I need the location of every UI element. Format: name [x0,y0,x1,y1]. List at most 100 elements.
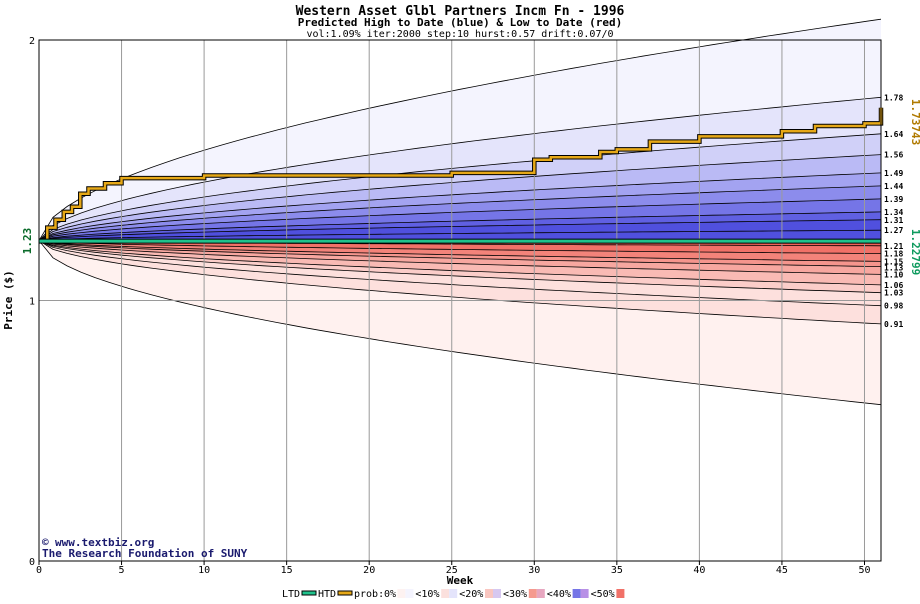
percentile-end-label: 1.31 [884,216,903,225]
legend-prob-items: 0% <10% <20% <30% <40% <50% [384,589,625,600]
high-band-3 [39,172,881,241]
low-band-1 [39,240,881,262]
percentile-end-label: 1.39 [884,195,903,204]
percentile-line [38,154,882,241]
x-tick-label: 0 [36,565,42,576]
htd-value-label: 1.73743 [909,99,920,145]
percentile-end-label: 1.21 [884,242,903,251]
legend-prob-swatch [485,589,493,598]
legend-prob-swatch [572,589,581,598]
x-tick-label: 5 [119,565,125,576]
y-tick-label: 0 [29,557,35,568]
credits: © www.textbiz.org The Research Foundatio… [42,536,248,560]
legend-prob-label-item: 0% [384,589,396,600]
legend-prob-label-item: <20% [459,589,483,600]
axis-ticks: 0 5 10 15 20 25 30 35 40 45 50 0 1 2 [29,36,871,576]
percentile-line [38,185,882,241]
percentile-line [38,240,882,307]
percentile-line [38,240,882,267]
chart-params: vol:1.09% iter:2000 step:10 hurst:0.57 d… [306,29,613,40]
percentile-end-label: 1.78 [884,93,903,102]
percentile-end-label: 1.27 [884,226,903,235]
legend-prob-swatch [493,589,501,598]
percentile-end-label: 1.34 [884,208,903,217]
low-band-5 [39,240,881,293]
low-band-3 [39,240,881,275]
high-band-5 [39,198,881,241]
percentile-line [38,240,882,325]
percentile-end-label: 1.10 [884,270,903,279]
percentile-end-label: 1.56 [884,151,903,160]
legend-ltd-label: LTD [282,589,300,600]
percentile-end-label: 1.44 [884,182,903,191]
plot-frame [38,39,882,562]
percentile-end-label: 0.98 [884,302,903,311]
percentile-end-labels: 1.78 1.64 1.56 1.49 1.44 1.39 1.341.311.27 1.21… [884,93,903,329]
legend-prob-swatch [616,589,625,598]
percentile-line [38,133,882,241]
legend-htd-label: HTD [318,589,336,600]
percentile-line [38,240,882,254]
legend-prob-label-item: <50% [591,589,615,600]
low-band-4 [39,240,881,285]
legend-prob-swatch [441,589,450,598]
price-paths [39,107,884,244]
percentile-end-label: 1.64 [884,130,903,139]
percentile-end-label: 1.18 [884,250,903,259]
ltd-value-label: 1.22799 [909,229,920,275]
y-tick-label: 2 [29,36,35,47]
percentile-end-label: 1.49 [884,169,903,178]
high-band-4 [39,185,881,241]
percentile-line [38,229,882,241]
legend-ltd-swatch [301,590,317,596]
chart-subtitle: Predicted High to Date (blue) & Low to D… [298,16,623,29]
chart-title: Western Asset Glbl Partners Incm Fn - 19… [296,4,625,19]
percentile-end-label: 1.03 [884,289,903,298]
high-band-2 [39,154,881,241]
low-band-2 [39,240,881,267]
y-tick-label: 1 [29,297,35,308]
legend-prob-swatch [397,589,406,598]
low-band-outer [39,240,881,405]
percentile-end-label: 1.06 [884,281,903,290]
probability-bands [38,18,882,406]
legend-prob-swatch [580,589,589,598]
x-tick-label: 25 [446,565,458,576]
start-price-label: 1.23 [21,228,34,255]
percentile-line [38,211,882,241]
percentile-line [38,240,882,275]
percentile-line [38,240,882,286]
x-tick-label: 45 [776,565,788,576]
legend-prob-swatch [405,589,414,598]
percentile-line [38,240,882,406]
percentile-line [38,96,882,241]
x-tick-label: 10 [198,565,210,576]
legend-prob-label-item: <10% [415,589,439,600]
high-band-inner [39,230,881,241]
y-axis-title: Price ($) [2,270,15,330]
percentile-line [38,198,882,241]
legend-prob-label-item: <30% [503,589,527,600]
x-tick-label: 35 [611,565,623,576]
credit-org: The Research Foundation of SUNY [42,547,248,560]
x-tick-label: 15 [281,565,293,576]
legend: LTD HTD prob: 0% <10% <20% <30% <40% <50% [282,589,625,600]
percentile-line [38,240,882,262]
legend-prob-swatch [528,589,537,598]
low-band-6 [39,240,881,306]
x-tick-label: 40 [693,565,705,576]
x-tick-label: 30 [528,565,540,576]
x-axis-title: Week [447,574,474,587]
legend-prob-swatch [449,589,458,598]
high-band-1 [39,133,881,241]
low-band-7 [39,240,881,324]
x-tick-label: 20 [363,565,375,576]
percentile-end-label: 1.15 [884,257,903,266]
legend-prob-label-item: <40% [547,589,571,600]
copyright-icon: © [42,536,49,549]
htd-path [39,107,883,242]
x-tick-label: 50 [858,565,870,576]
legend-prob-label: prob: [354,589,384,600]
